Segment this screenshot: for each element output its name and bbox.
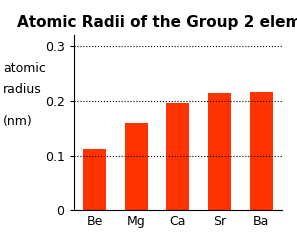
Text: (nm): (nm) — [3, 115, 33, 128]
Title: Atomic Radii of the Group 2 elements: Atomic Radii of the Group 2 elements — [17, 15, 297, 30]
Text: atomic: atomic — [3, 61, 46, 75]
Bar — [125, 123, 148, 210]
Bar — [249, 92, 273, 210]
Text: radius: radius — [3, 83, 42, 96]
Bar — [83, 149, 106, 210]
Bar — [166, 103, 189, 210]
Bar — [208, 93, 231, 210]
